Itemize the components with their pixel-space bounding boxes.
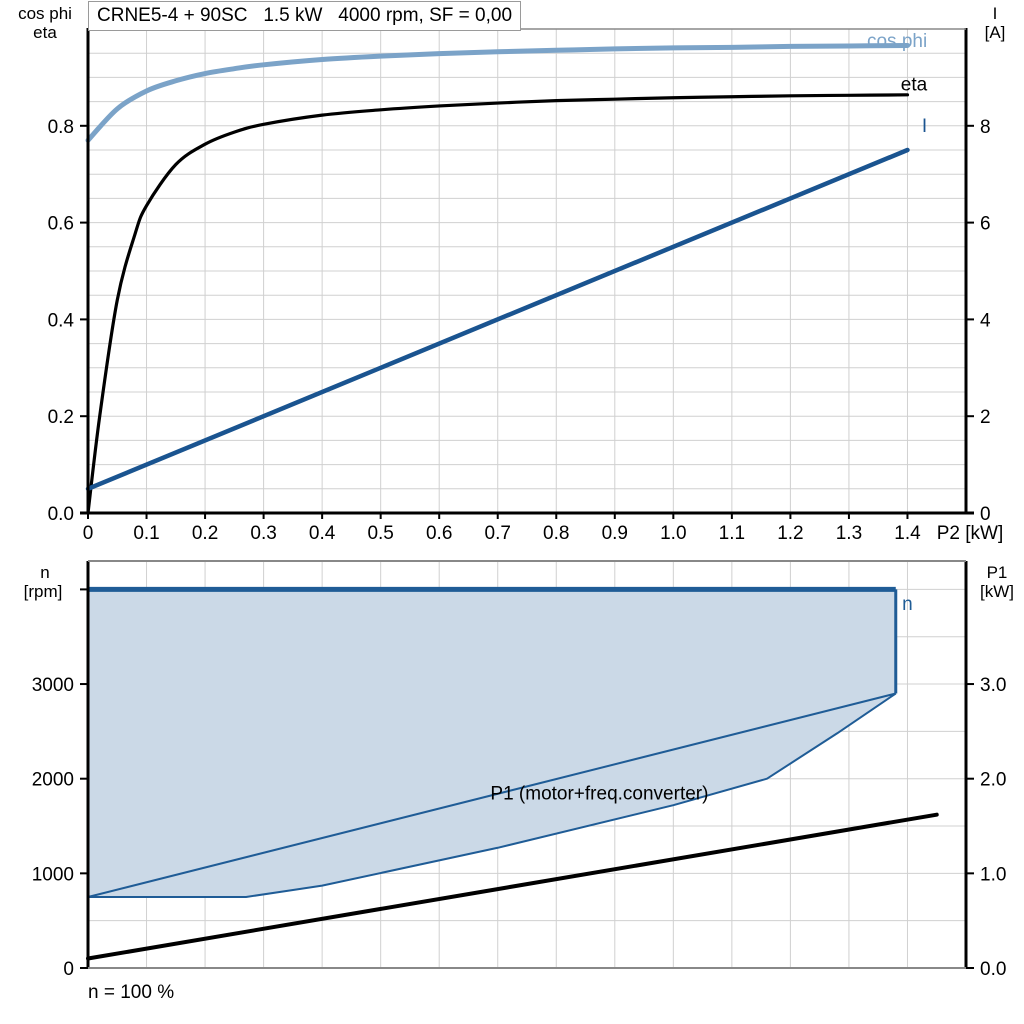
xtick-label-8: 0.8 bbox=[543, 523, 569, 544]
xtick-label-9: 0.9 bbox=[602, 523, 628, 544]
ytick-left-label-2: 0.4 bbox=[48, 310, 75, 331]
annotation-i: I bbox=[922, 116, 927, 137]
chart-caption: n = 100 % bbox=[88, 982, 175, 1003]
annotation-eta: eta bbox=[901, 75, 928, 96]
top-chart-svg: 0 0.1 0.2 0.3 0.4 0.5 0.6 0.7 0.8 0.9 1.0 1.1 1.2 1.3… bbox=[48, 28, 1004, 544]
xtick-label-14: 1.4 bbox=[894, 523, 921, 544]
bottom-left-axis-title-2: [rpm] bbox=[23, 582, 63, 601]
series-current bbox=[85, 147, 910, 492]
top-left-axis-title: cos phi bbox=[18, 4, 72, 23]
ytick-right-label-3: 3.0 bbox=[980, 675, 1006, 696]
top-chart-panel: cos phi eta I [A] CRNE5-4 + 90SC 1.5 kW … bbox=[18, 1, 1006, 544]
ytick-right-label-4: 8 bbox=[980, 117, 991, 138]
ytick-right-label-0: 0 bbox=[980, 504, 991, 525]
annotation-n: n bbox=[902, 594, 913, 615]
xtick-label-4: 0.4 bbox=[309, 523, 336, 544]
ytick-left-label-0: 0.0 bbox=[48, 504, 74, 525]
xtick-label-7: 0.7 bbox=[485, 523, 511, 544]
x-axis-title: P2 [kW] bbox=[937, 523, 1004, 544]
chart-title: CRNE5-4 + 90SC 1.5 kW 4000 rpm, SF = 0,0… bbox=[97, 5, 513, 26]
xtick-label-2: 0.2 bbox=[192, 523, 218, 544]
xtick-label-3: 0.3 bbox=[250, 523, 276, 544]
series-p1 bbox=[86, 812, 939, 961]
xtick-label-10: 1.0 bbox=[660, 523, 686, 544]
series-eta bbox=[86, 93, 910, 515]
ytick-right-label-3: 6 bbox=[980, 214, 991, 235]
ytick-right-label-0: 0.0 bbox=[980, 959, 1006, 980]
xtick-label-6: 0.6 bbox=[426, 523, 452, 544]
series-cos-phi bbox=[85, 42, 910, 143]
ytick-left-label-3: 0.6 bbox=[48, 214, 74, 235]
xtick-label-0: 0 bbox=[83, 523, 94, 544]
top-right-axis-title-2: [A] bbox=[984, 23, 1006, 42]
top-right-axis-title: I bbox=[992, 4, 998, 23]
ytick-right-label-1: 2 bbox=[980, 407, 991, 428]
chart-title-box: CRNE5-4 + 90SC 1.5 kW 4000 rpm, SF = 0,0… bbox=[88, 1, 522, 31]
speed-band-lower-outline bbox=[87, 692, 897, 899]
bottom-right-axis-title-2: [kW] bbox=[980, 582, 1014, 601]
xtick-label-11: 1.1 bbox=[719, 523, 745, 544]
ytick-left-label-0: 0 bbox=[63, 959, 74, 980]
ytick-right-label-1: 1.0 bbox=[980, 864, 1006, 885]
ytick-left-label-1: 0.2 bbox=[48, 407, 74, 428]
ytick-right-label-2: 4 bbox=[980, 310, 991, 331]
bottom-left-axis-title: n bbox=[40, 563, 50, 582]
top-left-axis-title-2: eta bbox=[33, 23, 57, 42]
ytick-right-label-2: 2.0 bbox=[980, 770, 1006, 791]
xtick-label-1: 0.1 bbox=[133, 523, 159, 544]
ytick-left-label-1: 1000 bbox=[32, 864, 74, 885]
ytick-left-label-2: 2000 bbox=[32, 770, 74, 791]
xtick-label-13: 1.3 bbox=[836, 523, 862, 544]
annotation-p1-motor-freq-converter: P1 (motor+freq.converter) bbox=[490, 784, 708, 805]
bottom-chart-svg: 0 1000 2000 3000 0.0 1.0 2.0 3.0 n P1 (motor+freq… bbox=[32, 560, 1006, 980]
xtick-label-5: 0.5 bbox=[367, 523, 393, 544]
speed-band-fill bbox=[88, 589, 896, 898]
ytick-left-label-3: 3000 bbox=[32, 675, 74, 696]
annotation-cos-phi: cos phi bbox=[867, 31, 927, 52]
bottom-chart-panel: n [rpm] P1 [kW] 0 1000 2000 3000 0.0 1.0 2.0 3.… bbox=[0, 545, 1024, 1024]
bottom-right-axis-title: P1 bbox=[986, 563, 1008, 582]
xtick-label-12: 1.2 bbox=[777, 523, 803, 544]
ytick-left-label-4: 0.8 bbox=[48, 117, 74, 138]
